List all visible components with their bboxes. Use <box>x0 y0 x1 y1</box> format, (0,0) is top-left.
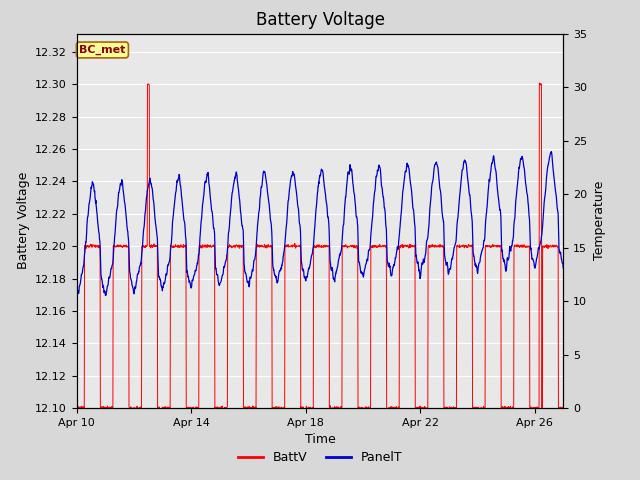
Title: Battery Voltage: Battery Voltage <box>255 11 385 29</box>
Legend: BattV, PanelT: BattV, PanelT <box>232 446 408 469</box>
X-axis label: Time: Time <box>305 433 335 446</box>
Text: BC_met: BC_met <box>79 45 125 55</box>
Y-axis label: Battery Voltage: Battery Voltage <box>17 172 29 269</box>
Y-axis label: Temperature: Temperature <box>593 181 605 261</box>
